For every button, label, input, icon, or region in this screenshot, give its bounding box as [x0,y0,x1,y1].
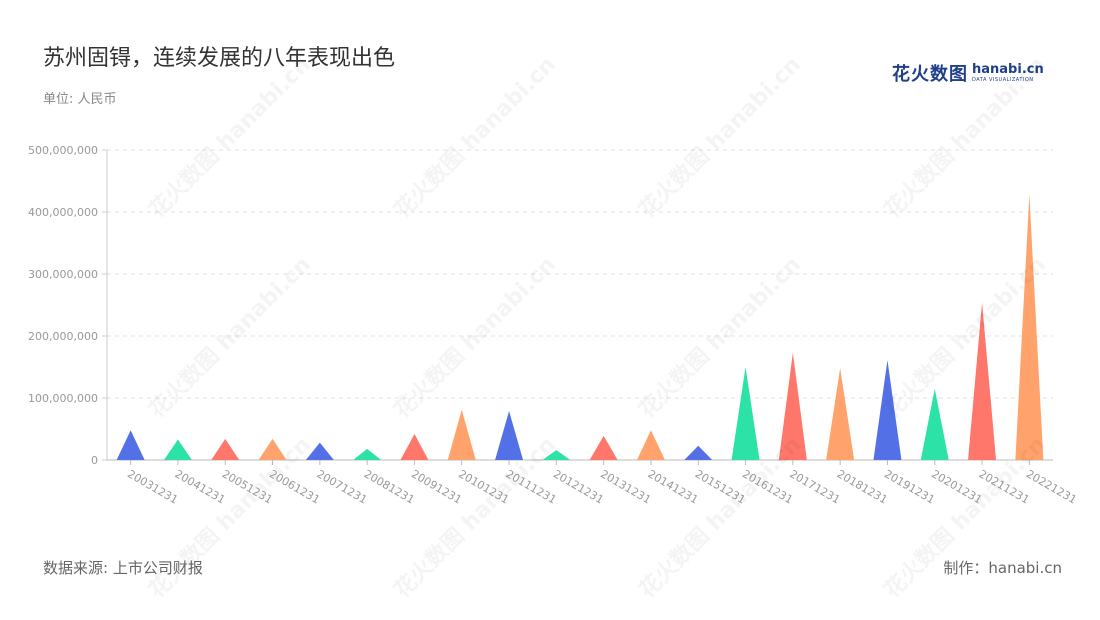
x-tick-label: 20161231 [740,467,795,506]
bar-20041231[interactable] [163,439,192,460]
bar-20111231[interactable] [495,411,524,460]
brand-logo: 花火数图 hanabi.cn DATA VISUALIZATION [892,60,1044,86]
axis-layer [102,149,1053,465]
x-tick-label: 20041231 [172,467,227,506]
x-tick-label: 20131231 [598,467,653,506]
logo-en-text: hanabi.cn [972,62,1044,77]
grid-layer [107,149,1053,399]
y-tick-label: 100,000,000 [28,392,98,405]
y-tick-label: 0 [91,454,98,467]
unit-label: 单位: 人民币 [43,92,117,107]
bar-20141231[interactable] [636,430,665,460]
bar-20181231[interactable] [826,368,855,460]
x-tick-label: 20081231 [362,467,417,506]
x-tick-label: 20031231 [125,467,180,506]
x-tick-label: 20221231 [1024,467,1079,506]
x-tick-label: 20151231 [693,467,748,506]
x-tick-label: 20091231 [409,467,464,506]
x-tick-label: 20121231 [551,467,606,506]
bar-20221231[interactable] [1015,194,1044,460]
x-tick-label: 20211231 [977,467,1032,506]
y-tick-label: 500,000,000 [28,144,98,157]
bar-20061231[interactable] [258,438,287,460]
x-tick-label: 20191231 [882,467,937,506]
logo-sub-text: DATA VISUALIZATION [972,77,1034,83]
y-tick-labels: 0 100,000,000 200,000,000 300,000,000 400,00… [28,144,98,467]
maker-credit: 制作：hanabi.cn [943,559,1062,577]
bar-20091231[interactable] [400,433,429,460]
x-tick-label: 20071231 [314,467,369,506]
x-tick-label: 20051231 [220,467,275,506]
x-tick-label: 20111231 [504,467,559,506]
x-tick-label: 20181231 [835,467,890,506]
x-tick-label: 20061231 [267,467,322,506]
bar-20211231[interactable] [968,302,997,460]
x-tick-label: 20171231 [787,467,842,506]
bar-20191231[interactable] [873,360,902,460]
x-tick-labels: 2003123120041231200512312006123120071231… [125,467,1079,506]
bar-layer [116,194,1044,460]
x-tick-label: 20201231 [929,467,984,506]
x-tick-label: 20141231 [645,467,700,506]
bar-20101231[interactable] [447,409,476,460]
x-tick-label: 20101231 [456,467,511,506]
bar-20121231[interactable] [542,450,571,460]
bar-20081231[interactable] [353,448,382,460]
bar-20051231[interactable] [211,438,240,460]
chart-title: 苏州固锝，连续发展的八年表现出色 [43,46,396,71]
data-source: 数据来源: 上市公司财报 [43,559,203,577]
bar-20171231[interactable] [778,352,807,460]
bar-20031231[interactable] [116,430,145,460]
bar-20151231[interactable] [684,445,713,460]
logo-cn-text: 花火数图 [892,64,968,85]
bar-20201231[interactable] [920,388,949,460]
bar-20071231[interactable] [305,442,334,460]
y-tick-label: 400,000,000 [28,206,98,219]
bar-20131231[interactable] [589,435,618,460]
y-tick-label: 200,000,000 [28,330,98,343]
y-tick-label: 300,000,000 [28,268,98,281]
bar-20161231[interactable] [731,367,760,460]
